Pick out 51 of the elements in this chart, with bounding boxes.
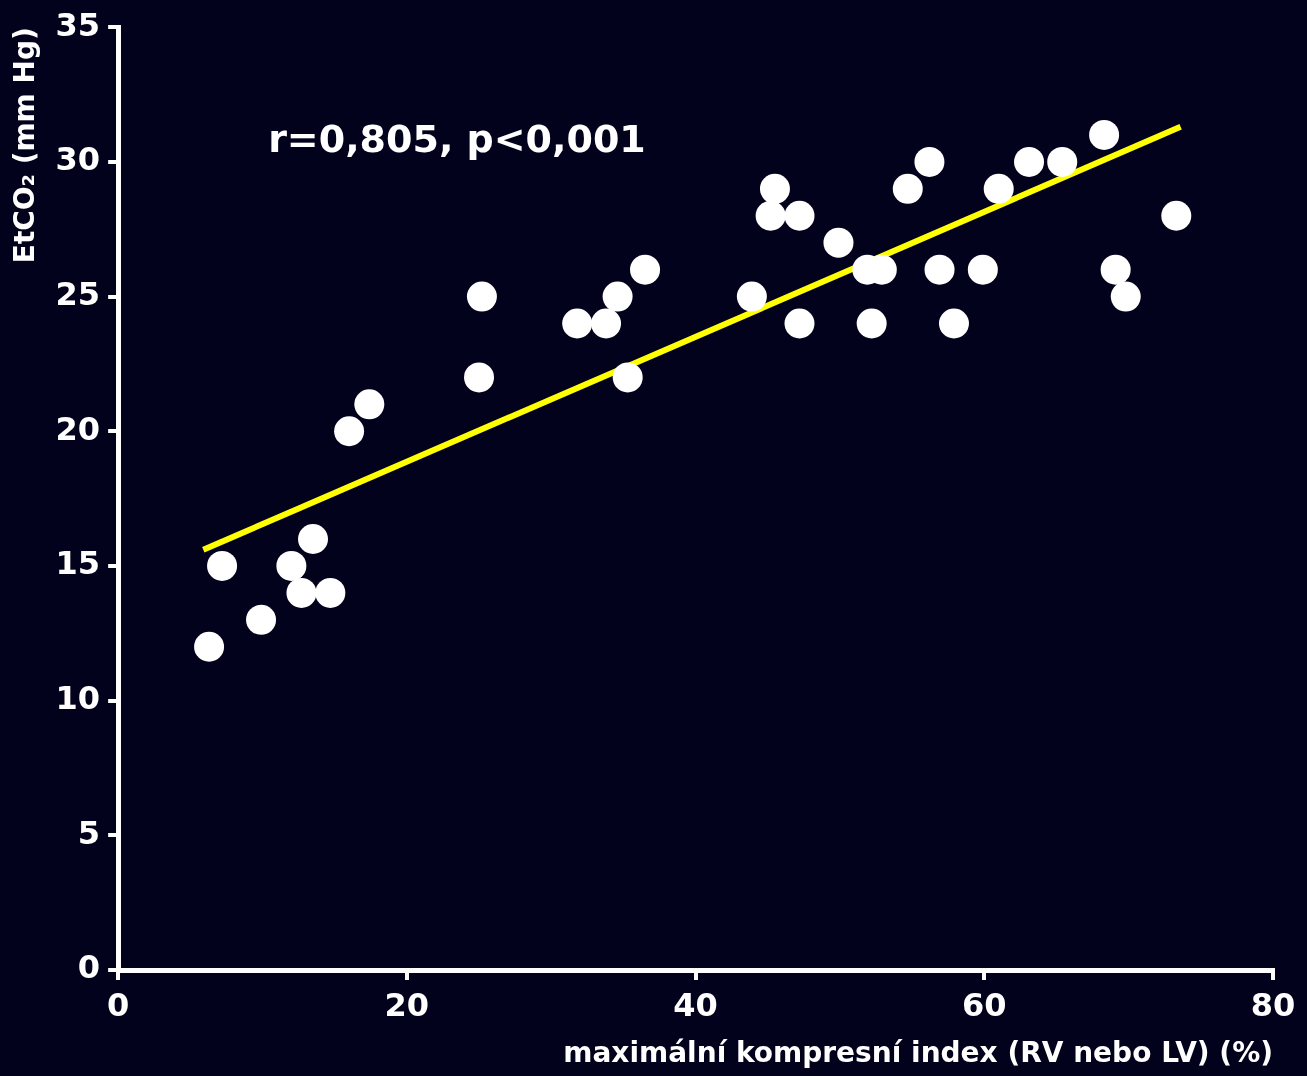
point xyxy=(1014,146,1045,177)
y-axis-title: EtCO₂ (mm Hg) xyxy=(8,27,42,264)
point xyxy=(591,308,622,339)
point xyxy=(630,254,661,285)
point xyxy=(466,281,497,312)
x-tick-label: 60 xyxy=(962,985,1007,1024)
y-tick-label: 25 xyxy=(55,274,101,313)
x-tick-label: 20 xyxy=(384,985,430,1024)
point xyxy=(914,146,945,177)
point xyxy=(354,389,385,420)
point xyxy=(246,604,277,635)
point xyxy=(759,173,790,204)
point xyxy=(967,254,998,285)
point xyxy=(562,308,593,339)
point xyxy=(315,577,346,608)
annotation: r=0,805, p<0,001 xyxy=(268,117,646,162)
point xyxy=(1161,200,1192,231)
point xyxy=(784,308,815,339)
y-tick-label: 35 xyxy=(55,5,101,44)
x-tick-label: 0 xyxy=(107,985,130,1024)
point xyxy=(755,200,786,231)
point xyxy=(602,281,633,312)
point xyxy=(1047,146,1078,177)
point xyxy=(856,308,887,339)
y-tick-label: 15 xyxy=(55,544,101,583)
point xyxy=(194,631,225,662)
y-tick-label: 5 xyxy=(77,813,101,852)
y-tick-label: 10 xyxy=(55,678,101,717)
point xyxy=(464,362,495,393)
x-tick-label: 80 xyxy=(1250,985,1296,1024)
point xyxy=(924,254,955,285)
point xyxy=(736,281,767,312)
point xyxy=(1089,119,1120,150)
point xyxy=(276,550,307,581)
x-tick-label: 40 xyxy=(673,985,718,1024)
point xyxy=(298,524,329,555)
y-tick-label: 20 xyxy=(55,409,101,448)
point xyxy=(938,308,969,339)
point xyxy=(892,173,923,204)
point xyxy=(983,173,1014,204)
y-tick-label: 30 xyxy=(55,140,101,179)
point xyxy=(334,416,365,447)
point xyxy=(823,227,854,258)
point xyxy=(1100,254,1131,285)
y-tick-label: 0 xyxy=(77,948,101,987)
point xyxy=(784,200,815,231)
point xyxy=(1110,281,1141,312)
point xyxy=(286,577,317,608)
x-axis-title: maximální kompresní index (RV nebo LV) (%) xyxy=(563,1036,1273,1070)
point xyxy=(207,550,238,581)
point xyxy=(612,362,643,393)
